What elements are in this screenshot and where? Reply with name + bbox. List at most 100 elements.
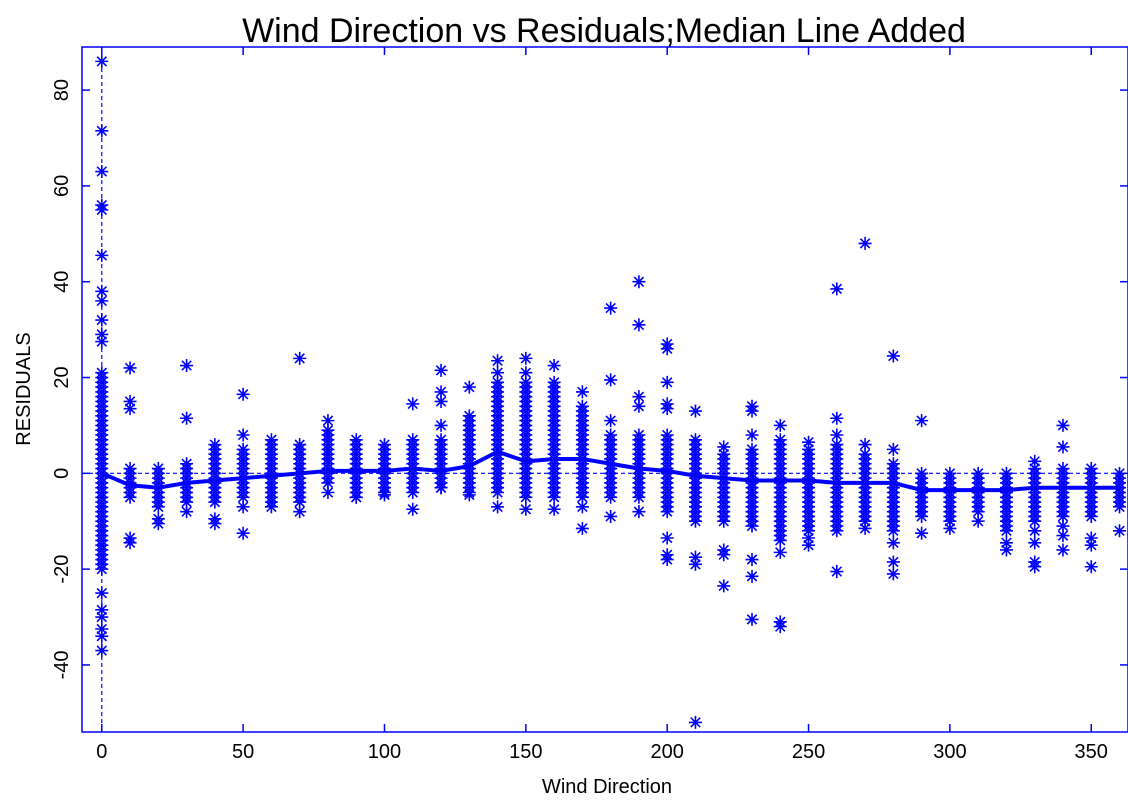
data-point	[604, 373, 618, 387]
data-point	[717, 548, 731, 562]
data-point	[180, 359, 194, 373]
data-point	[406, 502, 420, 516]
band-point	[943, 466, 957, 480]
data-point	[123, 536, 137, 550]
data-point	[830, 282, 844, 296]
data-point	[434, 418, 448, 432]
band-point	[1028, 462, 1042, 476]
median-line-group	[101, 449, 1120, 493]
data-point	[802, 531, 816, 545]
y-tick-label: -20	[51, 555, 73, 584]
band-point	[604, 428, 618, 442]
data-point	[688, 404, 702, 418]
band-point	[180, 457, 194, 471]
data-point	[1028, 536, 1042, 550]
x-tick-label: 50	[232, 741, 254, 763]
data-point	[123, 361, 137, 375]
band-point	[377, 438, 391, 452]
data-point	[632, 399, 646, 413]
data-point	[95, 54, 109, 68]
band-point	[434, 433, 448, 447]
data-point	[236, 387, 250, 401]
data-point	[858, 438, 872, 452]
y-axis-label: RESIDUALS	[13, 332, 35, 445]
data-point	[745, 404, 759, 418]
data-point	[1028, 560, 1042, 574]
data-point	[95, 313, 109, 327]
band-point	[151, 462, 165, 476]
band-point	[999, 466, 1013, 480]
band-point	[264, 433, 278, 447]
data-point	[95, 335, 109, 349]
data-point	[604, 414, 618, 428]
data-point	[462, 488, 476, 502]
chart-title: Wind Direction vs Residuals;Median Line …	[242, 12, 966, 50]
data-point	[293, 505, 307, 519]
data-point	[1028, 454, 1042, 468]
data-point	[491, 354, 505, 368]
data-point	[434, 481, 448, 495]
data-point	[462, 380, 476, 394]
band-point	[858, 447, 872, 461]
band-point	[491, 375, 505, 389]
data-point	[406, 397, 420, 411]
data-point	[95, 203, 109, 217]
data-point	[519, 351, 533, 365]
band-point	[575, 399, 589, 413]
data-point	[830, 565, 844, 579]
x-tick-label: 250	[792, 741, 825, 763]
x-tick-label: 100	[368, 741, 401, 763]
data-point	[660, 375, 674, 389]
data-point	[1056, 418, 1070, 432]
data-point	[915, 414, 929, 428]
data-point	[688, 550, 702, 564]
data-point	[1084, 560, 1098, 574]
band-point	[95, 366, 109, 380]
data-point	[95, 165, 109, 179]
data-point	[180, 505, 194, 519]
data-point	[349, 490, 363, 504]
data-point	[717, 440, 731, 454]
band-point	[830, 438, 844, 452]
data-point	[1084, 531, 1098, 545]
data-point	[95, 284, 109, 298]
y-tick-label: -40	[51, 650, 73, 679]
data-point	[745, 428, 759, 442]
data-point	[236, 428, 250, 442]
data-point	[575, 500, 589, 514]
data-point	[575, 521, 589, 535]
data-point	[688, 557, 702, 571]
data-point	[95, 294, 109, 308]
y-tick-label: 60	[51, 175, 73, 197]
band-point	[321, 423, 335, 437]
data-point	[434, 394, 448, 408]
data-point	[321, 485, 335, 499]
data-point	[293, 351, 307, 365]
band-point	[349, 433, 363, 447]
data-point	[95, 603, 109, 617]
data-point	[830, 524, 844, 538]
plot-frame	[81, 46, 1128, 733]
data-point	[95, 586, 109, 600]
data-point	[660, 531, 674, 545]
data-point	[745, 612, 759, 626]
data-point	[519, 366, 533, 380]
band-point	[123, 462, 137, 476]
x-tick-label: 200	[651, 741, 684, 763]
band-point	[971, 466, 985, 480]
band-point	[915, 466, 929, 480]
data-point	[434, 363, 448, 377]
data-point	[377, 488, 391, 502]
data-point	[632, 390, 646, 404]
band-point	[745, 442, 759, 456]
data-point	[632, 318, 646, 332]
data-point	[660, 342, 674, 356]
data-point	[264, 500, 278, 514]
data-point	[717, 579, 731, 593]
data-point	[830, 411, 844, 425]
band-point	[802, 442, 816, 456]
y-tick-label: 80	[51, 79, 73, 101]
data-point	[886, 555, 900, 569]
axis-ticks: 0 50 100 150 200 250 300 350 -40 -20 0 20 40 60 80	[51, 47, 1128, 763]
